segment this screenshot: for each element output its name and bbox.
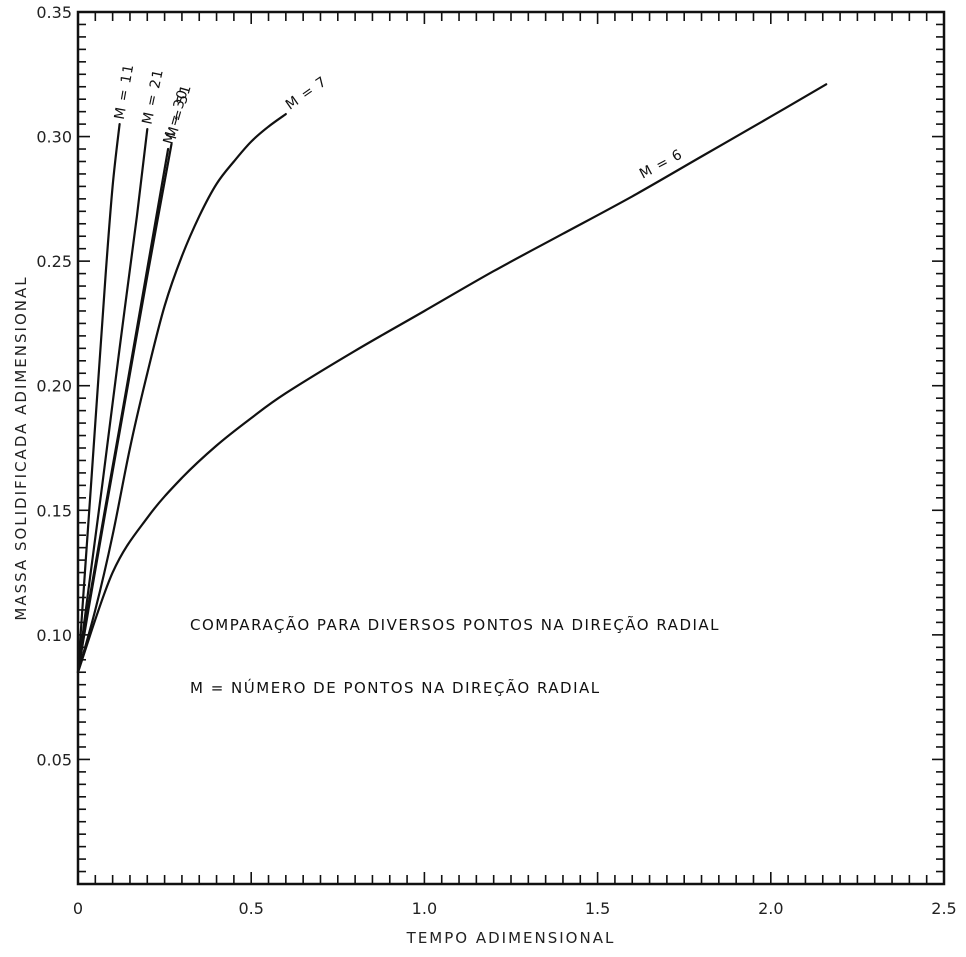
series-line-1 [76, 113, 287, 674]
x-tick-label: 1.0 [412, 899, 437, 918]
series-label-group: M = 21 [140, 67, 167, 126]
y-tick-label: 0.10 [36, 626, 72, 645]
y-tick-label: 0.15 [36, 501, 72, 520]
y-tick-label: 0.20 [36, 377, 72, 396]
x-tick-label: 2.0 [758, 899, 783, 918]
y-tick-label: 0.30 [36, 128, 72, 147]
x-tick-label: 0.5 [238, 899, 263, 918]
x-tick-label: 0 [73, 899, 83, 918]
y-axis-title: MASSA SOLIDIFICADA ADIMENSIONAL [12, 275, 30, 620]
series-line-3 [76, 128, 149, 674]
x-tick-label: 2.5 [931, 899, 956, 918]
annotation-m-definition: M = NÚMERO DE PONTOS NA DIREÇÃO RADIAL [190, 678, 601, 697]
series-line-0 [76, 83, 828, 674]
y-tick-labels: 0.05 0.10 0.15 0.20 0.25 0.30 0.35 [36, 3, 72, 769]
series-label: M = 7 [283, 74, 330, 114]
series-label: M = 6 [637, 146, 686, 182]
series-label: M = 11 [112, 62, 138, 120]
series-label-group: M = 11 [112, 62, 138, 120]
y-tick-label: 0.25 [36, 252, 72, 271]
x-tick-label: 1.5 [585, 899, 610, 918]
y-tick-label: 0.35 [36, 3, 72, 22]
annotation-comparison: COMPARAÇÃO PARA DIVERSOS PONTOS NA DIREÇ… [190, 615, 720, 634]
series-curves [76, 83, 828, 674]
x-tick-labels: 0 0.5 1.0 1.5 2.0 2.5 [73, 899, 957, 918]
series-line-2 [76, 123, 121, 674]
y-tick-label: 0.05 [36, 750, 72, 769]
series-label-group: M = 6 [637, 146, 686, 182]
x-axis-title: TEMPO ADIMENSIONAL [406, 929, 616, 947]
plot-frame [76, 10, 946, 886]
series-label-group: M = 7 [283, 74, 330, 114]
series-labels: M = 6M = 7M = 11 M = 21M = 30M = 51 [112, 62, 686, 182]
tick-marks [77, 11, 945, 885]
series-label: M = 21 [140, 67, 167, 126]
series-line-5 [76, 142, 173, 674]
